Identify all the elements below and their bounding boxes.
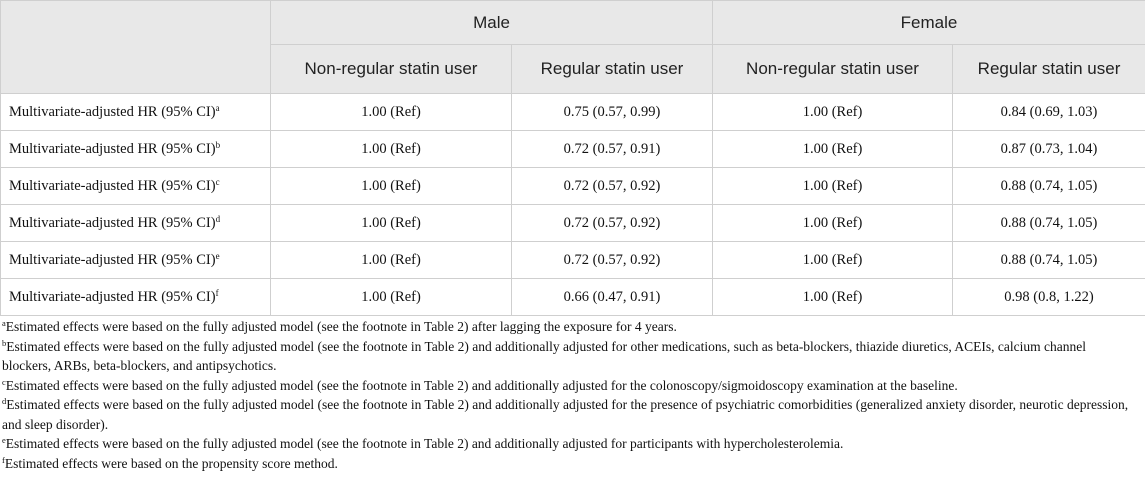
row-label-text: Multivariate-adjusted HR (95% CI)	[9, 288, 216, 305]
row-label-text: Multivariate-adjusted HR (95% CI)	[9, 214, 216, 231]
row-label: Multivariate-adjusted HR (95% CI)d	[0, 204, 271, 242]
footnote-text: Estimated effects were based on the full…	[5, 436, 844, 451]
row-label-text: Multivariate-adjusted HR (95% CI)	[9, 251, 216, 268]
cell-female-regular: 0.84 (0.69, 1.03)	[952, 93, 1145, 131]
row-label: Multivariate-adjusted HR (95% CI)f	[0, 278, 271, 316]
table-row: Multivariate-adjusted HR (95% CI)d 1.00 …	[0, 204, 1145, 242]
footnotes: aEstimated effects were based on the ful…	[0, 317, 1136, 473]
cell-male-nonregular: 1.00 (Ref)	[270, 278, 512, 316]
group-header-male: Male	[269, 0, 714, 45]
group-header-row: Male Female	[0, 0, 1145, 94]
row-label: Multivariate-adjusted HR (95% CI)e	[0, 241, 271, 279]
corner-cell	[0, 0, 271, 94]
cell-male-regular: 0.72 (0.57, 0.92)	[510, 241, 714, 279]
footnote-text: Estimated effects were based on the full…	[2, 397, 1129, 432]
table-body: Multivariate-adjusted HR (95% CI)a 1.00 …	[0, 93, 1145, 316]
footnote: fEstimated effects were based on the pro…	[0, 454, 1136, 474]
cell-male-regular: 0.75 (0.57, 0.99)	[510, 93, 714, 131]
table-row: Multivariate-adjusted HR (95% CI)b 1.00 …	[0, 130, 1145, 168]
group-header-female: Female	[712, 0, 1145, 45]
footnote-mark: d	[2, 396, 7, 406]
cell-female-nonregular: 1.00 (Ref)	[712, 93, 954, 131]
row-label: Multivariate-adjusted HR (95% CI)b	[0, 130, 271, 168]
subheader-female-nonregular: Non-regular statin user	[712, 44, 954, 94]
row-label-sup: e	[215, 250, 220, 261]
footnote: dEstimated effects were based on the ful…	[0, 395, 1136, 434]
cell-female-nonregular: 1.00 (Ref)	[712, 167, 954, 205]
row-label-sup: d	[215, 213, 221, 224]
cell-male-regular: 0.72 (0.57, 0.92)	[510, 204, 714, 242]
table-container: Male Female Non-regular statin user Regu…	[0, 0, 1145, 316]
row-label-sup: b	[215, 139, 221, 150]
results-table: Male Female Non-regular statin user Regu…	[0, 0, 1145, 316]
footnote: eEstimated effects were based on the ful…	[0, 434, 1136, 454]
subheader-female-regular: Regular statin user	[952, 44, 1145, 94]
row-label-sup: a	[215, 102, 220, 113]
footnote-mark: b	[2, 337, 7, 348]
row-label-sup: f	[215, 287, 219, 298]
cell-female-regular: 0.87 (0.73, 1.04)	[952, 130, 1145, 168]
cell-female-regular: 0.98 (0.8, 1.22)	[952, 278, 1145, 316]
footnote-text: Estimated effects were based on the prop…	[4, 455, 338, 471]
footnote-text: Estimated effects were based on the full…	[5, 377, 958, 393]
footnote-text: Estimated effects were based on the full…	[5, 319, 677, 334]
subheader-row: Non-regular statin user Regular statin u…	[1, 44, 1145, 94]
cell-female-regular: 0.88 (0.74, 1.05)	[952, 167, 1145, 205]
cell-female-nonregular: 1.00 (Ref)	[712, 241, 954, 279]
table-row: Multivariate-adjusted HR (95% CI)c 1.00 …	[0, 167, 1145, 205]
cell-male-nonregular: 1.00 (Ref)	[270, 93, 512, 131]
cell-male-nonregular: 1.00 (Ref)	[270, 204, 512, 242]
table-row: Multivariate-adjusted HR (95% CI)f 1.00 …	[0, 278, 1145, 316]
footnote-text: Estimated effects were based on the full…	[2, 338, 1086, 374]
cell-male-regular: 0.72 (0.57, 0.91)	[510, 130, 714, 168]
cell-male-regular: 0.72 (0.57, 0.92)	[510, 167, 714, 205]
cell-female-nonregular: 1.00 (Ref)	[712, 278, 954, 316]
table-row: Multivariate-adjusted HR (95% CI)a 1.00 …	[0, 93, 1145, 131]
row-label: Multivariate-adjusted HR (95% CI)a	[0, 93, 271, 131]
row-label-text: Multivariate-adjusted HR (95% CI)	[9, 140, 216, 157]
table-header: Male Female Non-regular statin user Regu…	[0, 0, 1145, 94]
cell-female-regular: 0.88 (0.74, 1.05)	[952, 241, 1145, 279]
footnote: bEstimated effects were based on the ful…	[0, 337, 1136, 376]
footnote-mark: f	[2, 454, 5, 465]
cell-male-nonregular: 1.00 (Ref)	[270, 130, 512, 168]
row-label-sup: c	[215, 176, 220, 187]
subheader-male-nonregular: Non-regular statin user	[270, 44, 512, 94]
cell-female-nonregular: 1.00 (Ref)	[712, 204, 954, 242]
row-label: Multivariate-adjusted HR (95% CI)c	[0, 167, 271, 205]
footnote-mark: e	[2, 435, 6, 445]
cell-female-regular: 0.88 (0.74, 1.05)	[952, 204, 1145, 242]
cell-male-nonregular: 1.00 (Ref)	[270, 167, 512, 205]
footnote: aEstimated effects were based on the ful…	[0, 317, 1136, 337]
footnote-mark: a	[2, 318, 6, 328]
cell-male-regular: 0.66 (0.47, 0.91)	[510, 278, 714, 316]
footnote-mark: c	[2, 376, 6, 387]
subheader-male-regular: Regular statin user	[510, 44, 714, 94]
table-row: Multivariate-adjusted HR (95% CI)e 1.00 …	[0, 241, 1145, 279]
cell-female-nonregular: 1.00 (Ref)	[712, 130, 954, 168]
cell-male-nonregular: 1.00 (Ref)	[270, 241, 512, 279]
row-label-text: Multivariate-adjusted HR (95% CI)	[9, 177, 216, 194]
row-label-text: Multivariate-adjusted HR (95% CI)	[9, 103, 216, 120]
footnote: cEstimated effects were based on the ful…	[0, 376, 1136, 396]
